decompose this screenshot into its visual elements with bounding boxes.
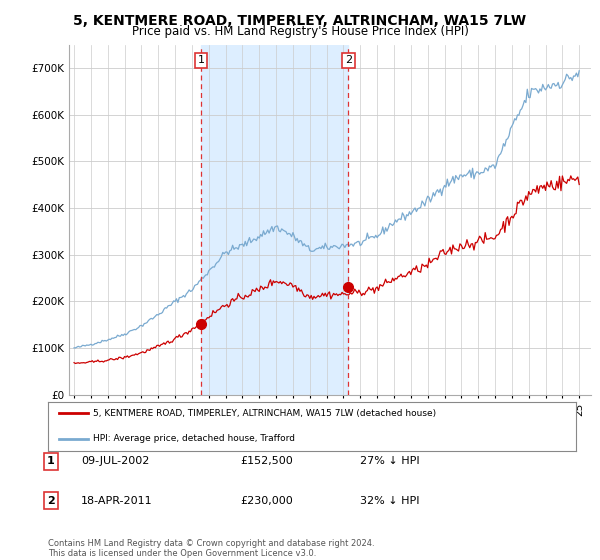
Text: 1: 1 [47, 456, 55, 466]
Text: £230,000: £230,000 [240, 496, 293, 506]
Text: 32% ↓ HPI: 32% ↓ HPI [360, 496, 419, 506]
Text: 27% ↓ HPI: 27% ↓ HPI [360, 456, 419, 466]
Text: 5, KENTMERE ROAD, TIMPERLEY, ALTRINCHAM, WA15 7LW: 5, KENTMERE ROAD, TIMPERLEY, ALTRINCHAM,… [73, 14, 527, 28]
Bar [201, 45, 349, 395]
Text: 2: 2 [345, 55, 352, 66]
Text: £152,500: £152,500 [240, 456, 293, 466]
Text: Price paid vs. HM Land Registry's House Price Index (HPI): Price paid vs. HM Land Registry's House … [131, 25, 469, 38]
Text: 5, KENTMERE ROAD, TIMPERLEY, ALTRINCHAM, WA15 7LW (detached house): 5, KENTMERE ROAD, TIMPERLEY, ALTRINCHAM,… [93, 409, 436, 418]
Text: 1: 1 [197, 55, 205, 66]
Text: 2: 2 [47, 496, 55, 506]
Text: 09-JUL-2002: 09-JUL-2002 [81, 456, 149, 466]
Text: HPI: Average price, detached house, Trafford: HPI: Average price, detached house, Traf… [93, 435, 295, 444]
Text: 18-APR-2011: 18-APR-2011 [81, 496, 152, 506]
Text: Contains HM Land Registry data © Crown copyright and database right 2024.
This d: Contains HM Land Registry data © Crown c… [48, 539, 374, 558]
